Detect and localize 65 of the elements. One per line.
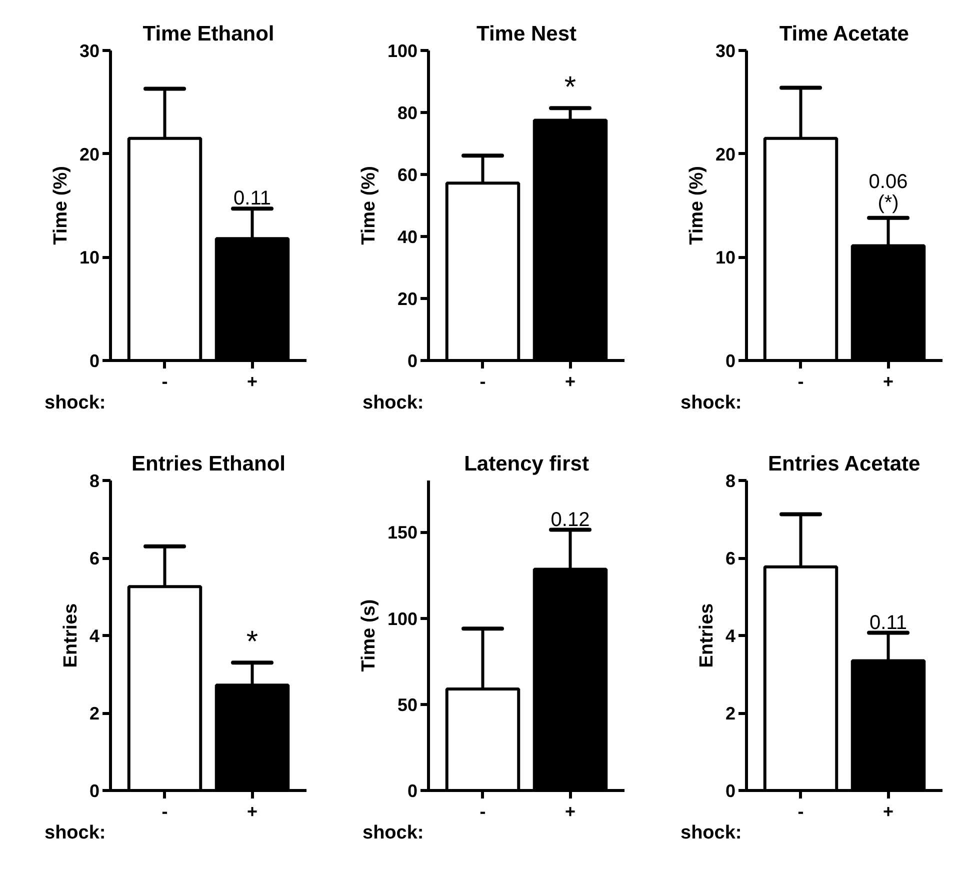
y-tick-label: 6 — [89, 548, 100, 568]
y-tick-label: 10 — [715, 248, 736, 268]
x-tick-label: - — [480, 372, 486, 392]
annotation: 0.06 — [868, 170, 908, 193]
y-tick-label: 30 — [79, 41, 100, 61]
chart-title: Time Ethanol — [142, 22, 274, 46]
y-tick-label: 40 — [397, 227, 418, 247]
y-tick-label: 0 — [407, 781, 418, 801]
y-tick-label: 0 — [89, 781, 100, 801]
y-tick-label: 100 — [387, 41, 418, 61]
y-tick-label: 20 — [715, 144, 736, 164]
annotation: 0.11 — [234, 188, 271, 210]
y-axis-title: Time (%) — [686, 166, 708, 245]
y-tick-label: 80 — [397, 103, 418, 123]
y-tick-label: 8 — [725, 471, 736, 491]
x-tick-label: - — [480, 802, 486, 822]
y-tick-label: 0 — [725, 351, 736, 371]
y-tick-label: 0 — [407, 351, 418, 371]
y-tick-label: 30 — [715, 41, 736, 61]
x-tick-label: + — [564, 372, 576, 392]
chart-title: Time Nest — [476, 22, 577, 46]
x-tick-label: + — [882, 802, 894, 822]
chart-title: Time Acetate — [779, 22, 909, 46]
annotation: * — [564, 71, 576, 104]
y-axis-title: Time (%) — [358, 166, 380, 245]
y-tick-label: 4 — [725, 626, 736, 646]
y-tick-label: 6 — [725, 548, 736, 568]
y-tick-label: 2 — [89, 704, 100, 724]
y-tick-label: 8 — [89, 471, 100, 491]
x-tick-label: + — [882, 372, 894, 392]
x-tick-label: - — [162, 372, 168, 392]
y-tick-label: 50 — [397, 694, 418, 715]
x-tick-label: - — [162, 802, 168, 822]
y-tick-label: 4 — [89, 626, 100, 646]
chart-title: Entries Ethanol — [131, 452, 286, 476]
annotation: (*) — [878, 192, 899, 214]
annotation: * — [246, 626, 258, 659]
y-tick-label: 60 — [397, 165, 418, 185]
y-axis-title: Entries — [60, 603, 82, 668]
x-axis-title: shock: — [362, 392, 424, 414]
x-tick-label: + — [564, 802, 576, 822]
y-tick-label: 20 — [79, 144, 100, 164]
x-tick-label: - — [798, 802, 804, 822]
x-tick-label: + — [246, 372, 258, 392]
y-axis-title: Time (%) — [50, 166, 72, 245]
y-tick-label: 10 — [79, 248, 100, 268]
y-tick-label: 150 — [387, 522, 418, 543]
y-tick-label: 20 — [397, 289, 418, 309]
x-tick-label: + — [246, 802, 258, 822]
chart-title: Latency first — [464, 452, 589, 476]
x-axis-title: shock: — [44, 392, 106, 414]
y-axis-title: Entries — [696, 603, 718, 668]
y-tick-label: 100 — [387, 608, 418, 629]
y-tick-label: 0 — [725, 781, 736, 801]
x-tick-label: - — [798, 372, 804, 392]
x-axis-title: shock: — [362, 822, 424, 844]
chart-title: Entries Acetate — [768, 452, 920, 476]
y-tick-label: 2 — [725, 704, 736, 724]
x-axis-title: shock: — [680, 392, 742, 414]
x-axis-title: shock: — [44, 822, 106, 844]
annotation: 0.12 — [550, 508, 590, 531]
y-tick-label: 0 — [89, 351, 100, 371]
x-axis-title: shock: — [680, 822, 742, 844]
annotation: 0.11 — [870, 612, 907, 634]
y-axis-title: Time (s) — [358, 599, 380, 672]
